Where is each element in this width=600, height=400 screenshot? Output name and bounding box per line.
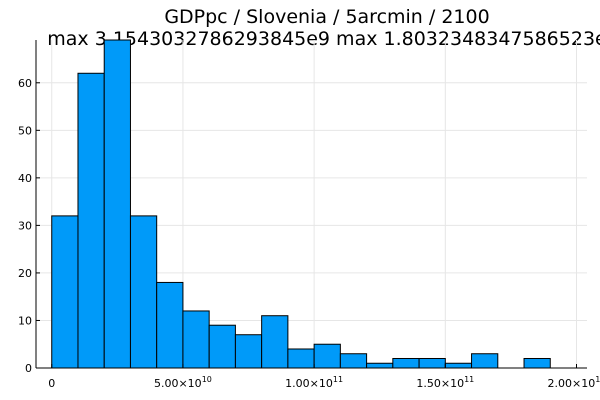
- y-tick-label-5: 50: [18, 124, 32, 137]
- histogram-bar-4: [156, 281, 184, 369]
- y-tick-label-0: 0: [25, 362, 32, 375]
- x-tick-label-4: 2.00×1011: [548, 375, 600, 390]
- histogram-bar-14: [418, 357, 446, 369]
- histogram-bar-3: [129, 215, 158, 369]
- y-tick-label-3: 30: [18, 219, 32, 232]
- chart-title: GDPpc / Slovenia / 5arcmin / 2100: [164, 6, 489, 28]
- histogram-bar-7: [234, 334, 263, 369]
- axes: [35, 40, 587, 369]
- y-tick-label-6: 60: [18, 77, 32, 90]
- histogram-bar-8: [261, 315, 289, 369]
- histogram-bar-0: [51, 215, 79, 369]
- histogram-bar-9: [287, 348, 315, 369]
- x-tick-label-1: 5.00×1010: [154, 375, 212, 390]
- histogram-bar-12: [366, 362, 394, 369]
- histogram-bar-11: [339, 353, 368, 369]
- histogram-bar-5: [182, 310, 210, 369]
- y-tick-label-4: 40: [18, 172, 32, 185]
- histogram-bar-16: [471, 353, 499, 369]
- tick-labels: 0 5.00×1010 1.00×1011 1.50×1011 2.00×1011 0 10…: [18, 77, 600, 390]
- histogram-bar-15: [444, 362, 473, 369]
- x-tick-label-2: 1.00×1011: [285, 375, 343, 390]
- histogram-bar-13: [392, 357, 420, 369]
- y-tick-label-2: 20: [18, 267, 32, 280]
- histogram-bar-10: [313, 343, 341, 369]
- histogram-bars: [51, 39, 551, 369]
- chart-subtitle: max 3.1543032786293845e9 max 1.803234834…: [47, 28, 600, 50]
- y-tick-label-1: 10: [18, 314, 32, 327]
- histogram-bar-2: [103, 39, 131, 369]
- histogram-bar-18: [523, 357, 551, 369]
- histogram-bar-6: [208, 324, 236, 369]
- histogram-bar-1: [77, 72, 105, 369]
- x-tick-label-3: 1.50×1011: [416, 375, 474, 390]
- x-tick-label-0: 0: [48, 377, 55, 390]
